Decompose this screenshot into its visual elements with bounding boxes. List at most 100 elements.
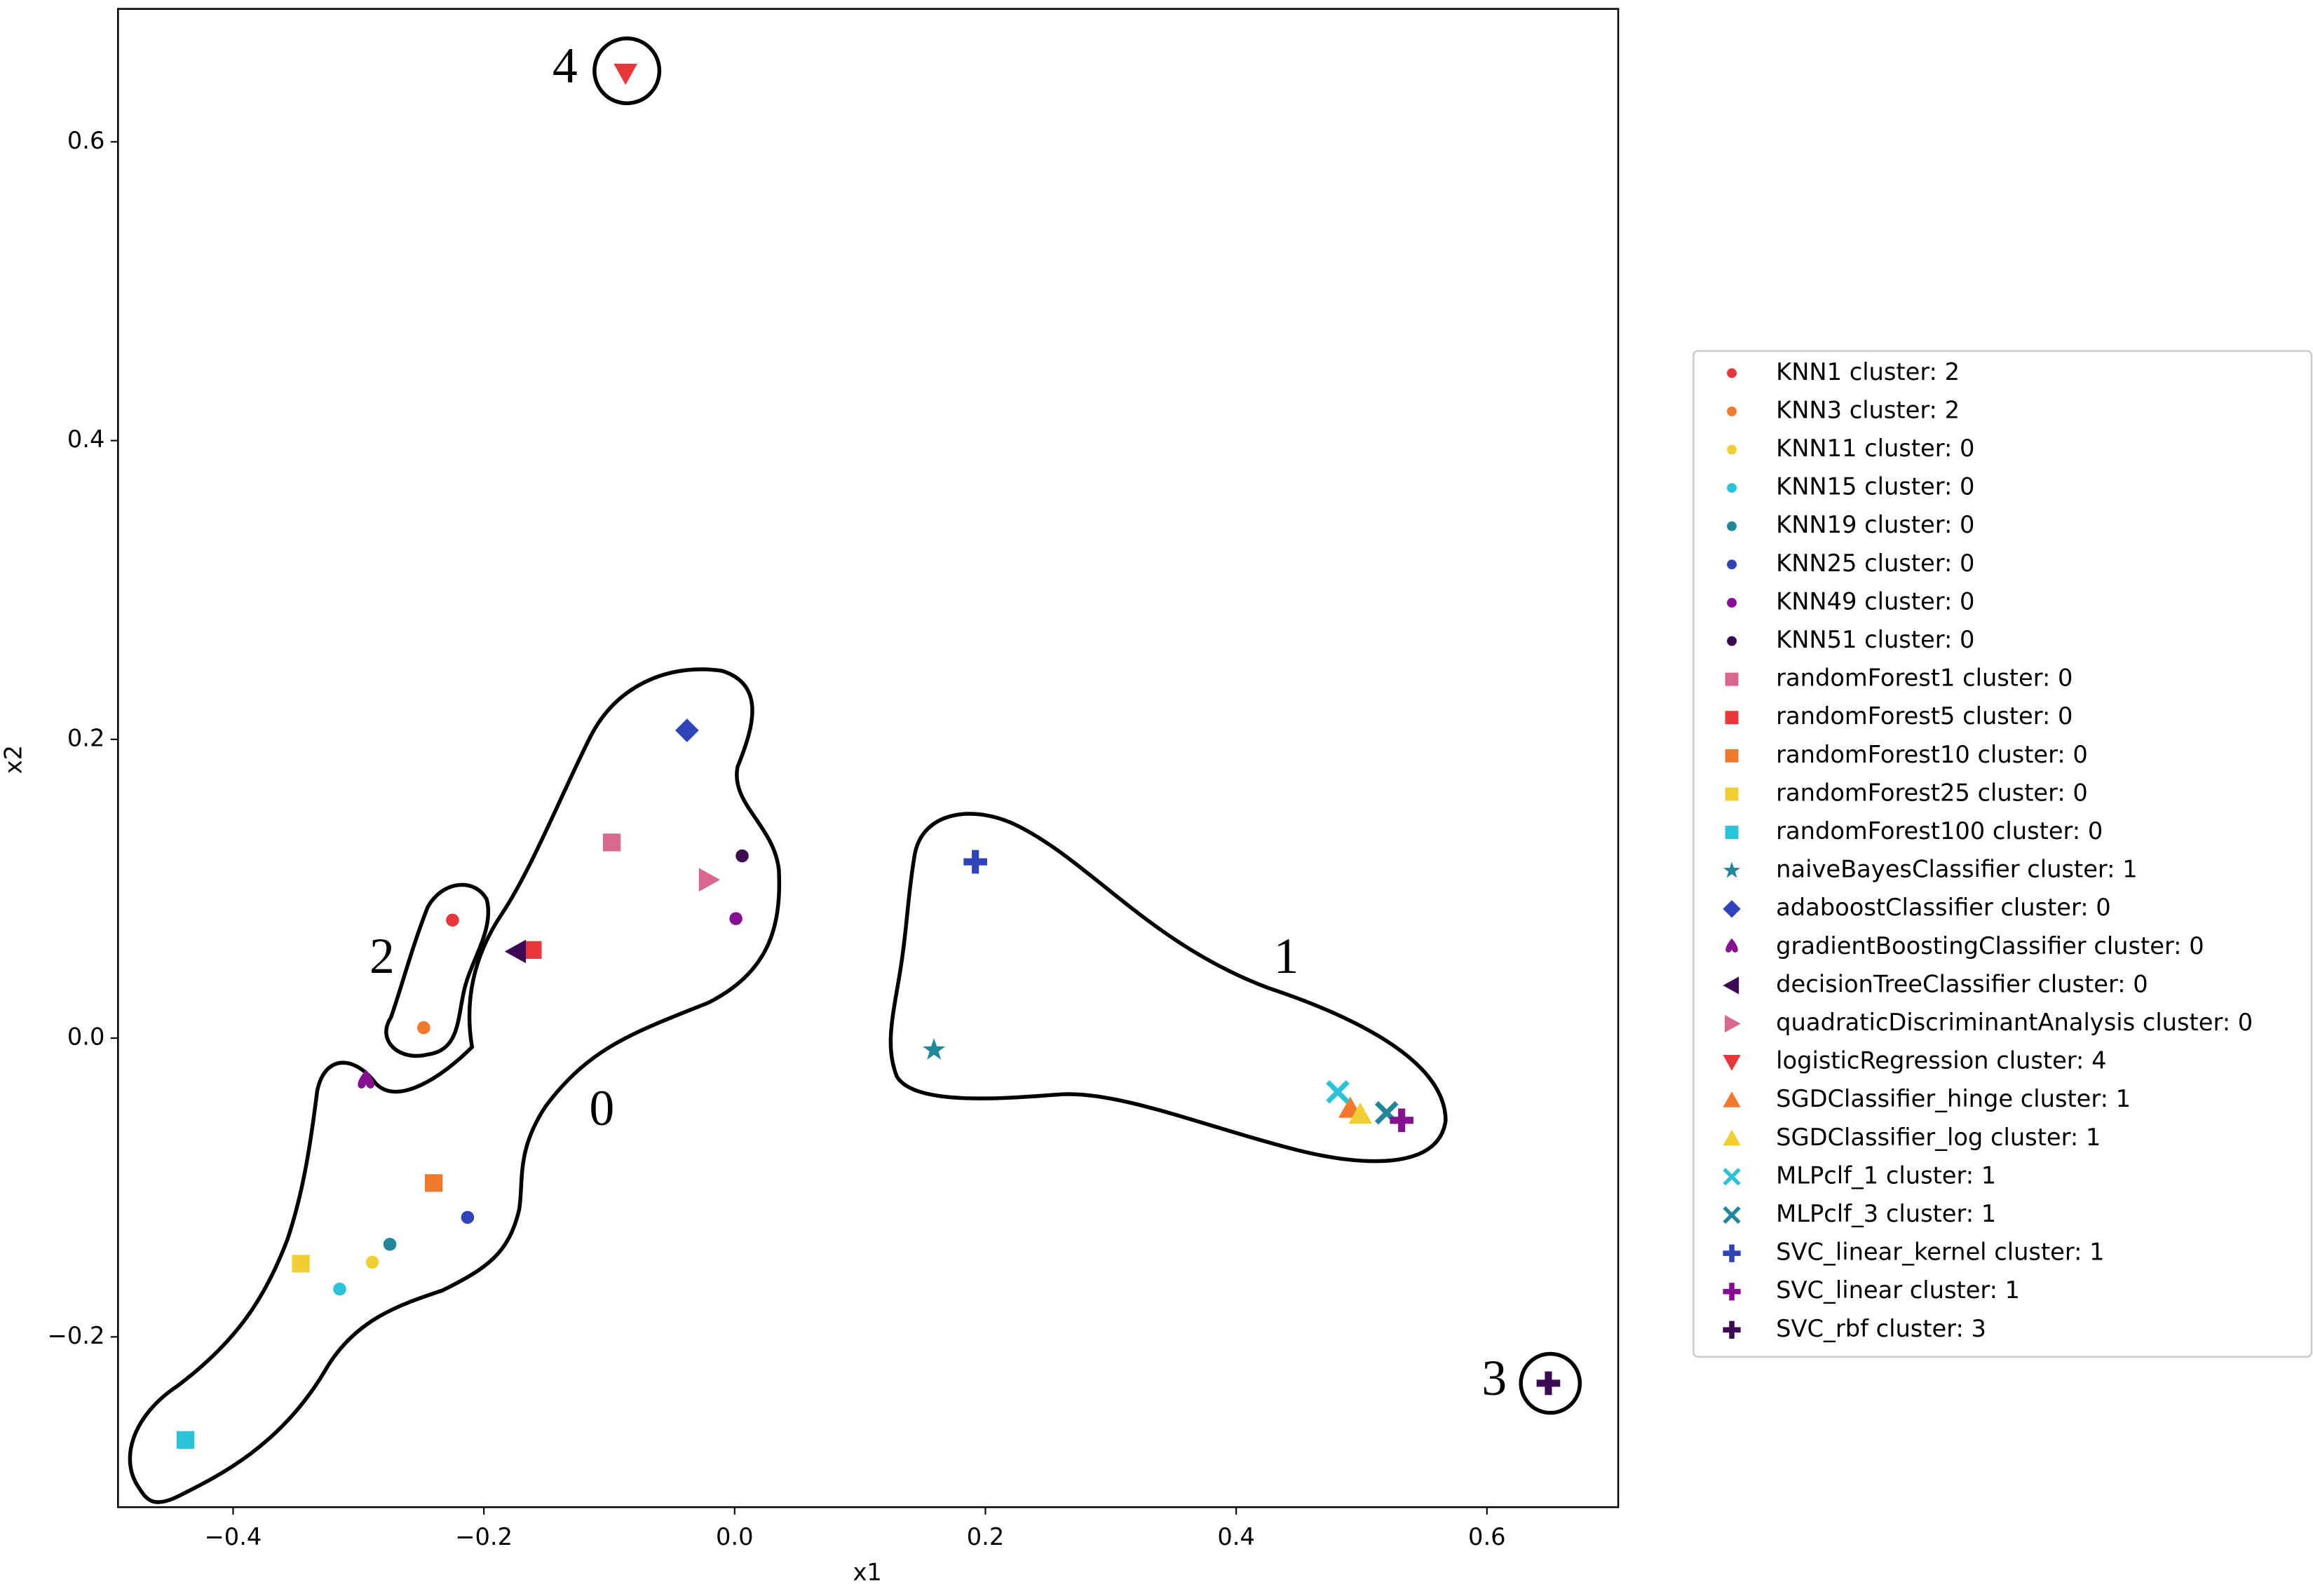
- legend-marker: [1723, 900, 1741, 918]
- x-tick-label: −0.4: [205, 1523, 262, 1550]
- legend-marker: [1723, 976, 1739, 995]
- legend-label: KNN49 cluster: 0: [1776, 587, 1974, 615]
- y-tick-label: −0.2: [48, 1322, 105, 1349]
- y-tick-label: 0.4: [67, 425, 105, 453]
- data-point: [292, 1255, 310, 1273]
- legend-label: randomForest1 cluster: 0: [1776, 664, 2073, 692]
- data-point: [613, 63, 638, 86]
- legend-label: KNN25 cluster: 0: [1776, 550, 1974, 577]
- legend-label: decisionTreeClassifier cluster: 0: [1776, 970, 2148, 997]
- data-point: [333, 1282, 346, 1296]
- data-point: [963, 850, 987, 874]
- legend-marker: [1723, 1321, 1741, 1339]
- legend-marker: [1727, 407, 1737, 416]
- cluster-label: 1: [1274, 929, 1299, 984]
- y-tick-label: 0.2: [67, 724, 105, 751]
- legend-marker: [1727, 368, 1737, 378]
- legend-marker: [1723, 861, 1741, 878]
- data-point: [1348, 1102, 1373, 1124]
- legend-marker: [1727, 559, 1737, 570]
- legend-label: SVC_linear_kernel cluster: 1: [1776, 1239, 2104, 1266]
- data-point: [424, 1174, 443, 1192]
- data-point: [365, 1255, 379, 1269]
- legend-label: KNN51 cluster: 0: [1776, 626, 1974, 653]
- legend-label: randomForest5 cluster: 0: [1776, 702, 2073, 730]
- data-point: [675, 718, 699, 742]
- legend-label: KNN11 cluster: 0: [1776, 435, 1974, 462]
- legend-label: KNN19 cluster: 0: [1776, 511, 1974, 538]
- data-point: [358, 1070, 374, 1089]
- data-point: [524, 941, 542, 959]
- x-tick-label: 0.2: [967, 1523, 1005, 1550]
- data-point: [1390, 1108, 1414, 1133]
- data-point: [176, 1431, 195, 1450]
- cluster-label: 3: [1481, 1351, 1507, 1406]
- legend-label: KNN1 cluster: 2: [1776, 358, 1960, 386]
- data-point: [446, 913, 459, 927]
- cluster-contour: [384, 882, 491, 1058]
- x-tick-label: 0.4: [1217, 1523, 1255, 1550]
- legend-marker: [1723, 1055, 1741, 1071]
- legend-label: KNN15 cluster: 0: [1776, 473, 1974, 500]
- legend-marker: [1723, 1206, 1741, 1225]
- legend-marker: [1723, 1129, 1741, 1146]
- cluster-contour: [592, 36, 662, 106]
- cluster-contour: [888, 812, 1448, 1164]
- legend-marker: [1727, 444, 1737, 455]
- legend-label: adaboostClassifier cluster: 0: [1776, 894, 2111, 921]
- x-tick-label: 0.6: [1468, 1523, 1506, 1550]
- y-axis-label: x2: [0, 745, 27, 774]
- legend-marker: [1727, 597, 1737, 608]
- legend-label: SGDClassifier_hinge cluster: 1: [1776, 1085, 2131, 1112]
- x-tick-label: 0.0: [716, 1523, 754, 1550]
- cluster-contour: [1519, 1351, 1582, 1415]
- legend-marker: [1725, 749, 1739, 763]
- data-point: [735, 849, 749, 863]
- plot-frame: [117, 8, 1620, 1508]
- legend-label: quadraticDiscriminantAnalysis cluster: 0: [1776, 1009, 2253, 1036]
- legend-label: naiveBayesClassifier cluster: 1: [1776, 856, 2137, 883]
- cluster-label: 4: [552, 38, 578, 93]
- data-point: [1536, 1371, 1561, 1396]
- legend-label: SGDClassifier_log cluster: 1: [1776, 1124, 2101, 1151]
- cluster-label: 0: [590, 1081, 615, 1136]
- data-point: [504, 939, 527, 964]
- legend-box: [1693, 350, 2313, 1358]
- legend-label: gradientBoostingClassifier cluster: 0: [1776, 932, 2204, 960]
- data-point: [1326, 1079, 1350, 1104]
- legend-marker: [1725, 672, 1739, 686]
- legend-marker: [1724, 1014, 1741, 1033]
- legend-label: randomForest25 cluster: 0: [1776, 779, 2088, 806]
- data-point: [923, 1038, 946, 1060]
- legend-label: SVC_linear cluster: 1: [1776, 1276, 2020, 1304]
- legend-marker: [1723, 1091, 1741, 1107]
- cluster-contour: [128, 667, 782, 1504]
- data-point: [383, 1237, 397, 1251]
- legend-marker: [1723, 1168, 1741, 1186]
- legend-marker: [1725, 787, 1739, 801]
- legend-marker: [1727, 521, 1737, 531]
- data-point: [729, 912, 742, 925]
- legend-label: KNN3 cluster: 2: [1776, 396, 1960, 423]
- data-point: [461, 1210, 475, 1225]
- y-tick-label: 0.6: [67, 127, 105, 154]
- data-point: [417, 1021, 430, 1035]
- legend-label: MLPclf_1 cluster: 1: [1776, 1161, 1996, 1189]
- cluster-label: 2: [369, 929, 395, 984]
- data-point: [602, 833, 621, 852]
- legend-label: MLPclf_3 cluster: 1: [1776, 1200, 1996, 1227]
- legend-marker: [1723, 1244, 1741, 1262]
- legend-marker: [1723, 1283, 1741, 1301]
- y-tick-label: 0.0: [67, 1023, 105, 1051]
- legend-label: logisticRegression cluster: 4: [1776, 1047, 2106, 1075]
- legend-label: randomForest10 cluster: 0: [1776, 741, 2088, 768]
- x-axis-label: x1: [853, 1558, 881, 1585]
- legend-marker: [1725, 826, 1739, 839]
- legend-marker: [1727, 483, 1737, 493]
- legend-marker: [1727, 636, 1737, 646]
- x-tick-label: −0.2: [455, 1523, 513, 1550]
- legend-label: SVC_rbf cluster: 3: [1776, 1315, 1986, 1342]
- legend-marker: [1725, 711, 1739, 725]
